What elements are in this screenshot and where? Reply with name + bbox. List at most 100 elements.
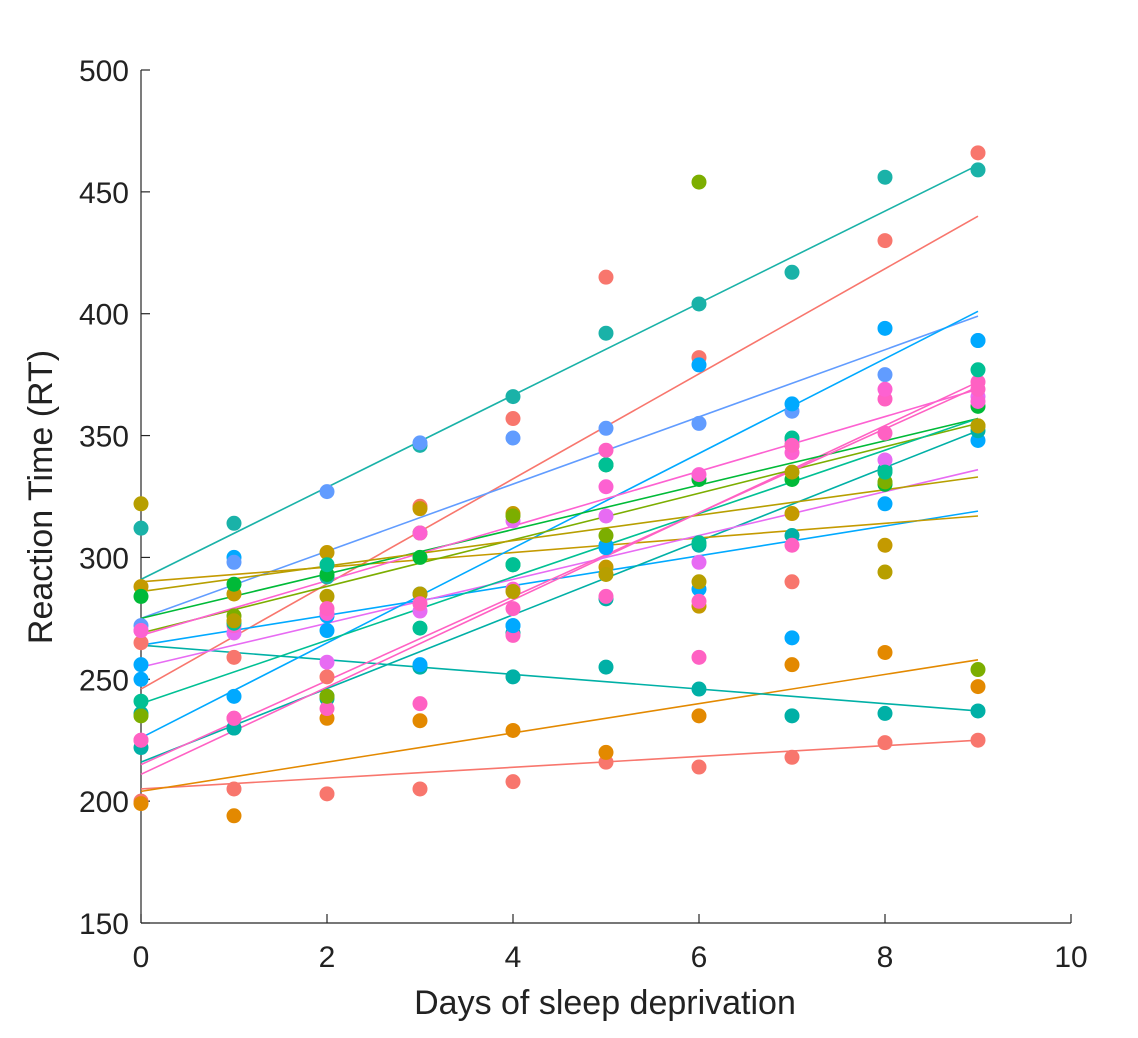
data-point xyxy=(784,464,800,480)
fit-line-12 xyxy=(140,310,979,739)
data-point xyxy=(784,506,800,522)
data-point xyxy=(505,669,521,685)
data-point xyxy=(598,508,614,524)
axes: 0 2 4 6 8 10 150 200 250 300 350 400 450 500 xyxy=(79,55,1088,974)
data-point xyxy=(319,601,335,617)
data-point xyxy=(412,435,428,451)
y-tick-label: 250 xyxy=(79,664,129,697)
data-point xyxy=(505,389,521,405)
data-point xyxy=(877,464,893,480)
data-point xyxy=(877,496,893,512)
fit-line-16 xyxy=(140,417,979,705)
data-point xyxy=(226,649,242,665)
data-point xyxy=(226,808,242,824)
data-point xyxy=(970,418,986,434)
data-point xyxy=(877,705,893,721)
data-point xyxy=(226,515,242,531)
y-tick-label: 350 xyxy=(79,421,129,454)
data-point xyxy=(226,688,242,704)
data-point xyxy=(319,701,335,717)
data-point xyxy=(598,588,614,604)
x-tick-label: 0 xyxy=(133,941,150,974)
data-point xyxy=(691,467,707,483)
data-point xyxy=(133,732,149,748)
x-tick-label: 6 xyxy=(691,941,708,974)
data-point xyxy=(691,681,707,697)
data-point xyxy=(133,708,149,724)
x-tick-label: 8 xyxy=(877,941,894,974)
data-point xyxy=(133,635,149,651)
data-point xyxy=(784,396,800,412)
data-point xyxy=(784,708,800,724)
fit-line-2 xyxy=(140,739,979,790)
fit-line-15 xyxy=(140,388,979,637)
y-axis-title: Reaction Time (RT) xyxy=(22,350,60,644)
data-point xyxy=(319,669,335,685)
data-point xyxy=(505,722,521,738)
data-point xyxy=(691,174,707,190)
fit-line-1 xyxy=(140,164,979,581)
data-point xyxy=(970,145,986,161)
data-point xyxy=(691,535,707,551)
data-point xyxy=(691,357,707,373)
data-points xyxy=(133,145,986,824)
data-point xyxy=(319,786,335,802)
data-point xyxy=(598,659,614,675)
data-point xyxy=(877,367,893,383)
data-point xyxy=(505,557,521,573)
data-point xyxy=(970,362,986,378)
y-tick-label: 200 xyxy=(79,786,129,819)
data-point xyxy=(784,264,800,280)
data-point xyxy=(691,708,707,724)
data-point xyxy=(970,732,986,748)
data-point xyxy=(133,588,149,604)
fit-line-10 xyxy=(140,381,979,776)
data-point xyxy=(133,796,149,812)
data-point xyxy=(133,496,149,512)
data-point xyxy=(412,620,428,636)
data-point xyxy=(877,644,893,660)
data-point xyxy=(970,393,986,409)
fit-line-7 xyxy=(140,429,979,763)
data-point xyxy=(598,540,614,556)
data-point xyxy=(133,657,149,673)
data-point xyxy=(226,781,242,797)
fit-line-4 xyxy=(140,215,979,690)
data-point xyxy=(598,479,614,495)
data-point xyxy=(505,430,521,446)
data-point xyxy=(412,501,428,517)
data-point xyxy=(412,596,428,612)
data-point xyxy=(877,169,893,185)
y-tick-label: 400 xyxy=(79,299,129,332)
data-point xyxy=(412,713,428,729)
data-point xyxy=(970,662,986,678)
data-point xyxy=(784,749,800,765)
data-point xyxy=(319,545,335,561)
x-tick-label: 4 xyxy=(505,941,522,974)
y-tick-label: 150 xyxy=(79,908,129,941)
data-point xyxy=(598,442,614,458)
data-point xyxy=(877,537,893,553)
data-point xyxy=(505,601,521,617)
data-point xyxy=(784,537,800,553)
data-point xyxy=(505,508,521,524)
data-point xyxy=(691,554,707,570)
data-point xyxy=(598,325,614,341)
fit-lines xyxy=(140,164,979,793)
data-point xyxy=(505,618,521,634)
data-point xyxy=(691,296,707,312)
data-point xyxy=(784,657,800,673)
data-point xyxy=(319,654,335,670)
data-point xyxy=(598,527,614,543)
data-point xyxy=(877,320,893,336)
data-point xyxy=(226,576,242,592)
fit-line-14 xyxy=(140,422,979,634)
data-point xyxy=(412,525,428,541)
data-point xyxy=(319,557,335,573)
data-point xyxy=(970,703,986,719)
data-point xyxy=(691,574,707,590)
fit-line-6 xyxy=(140,644,979,712)
data-point xyxy=(598,744,614,760)
data-point xyxy=(133,671,149,687)
data-point xyxy=(505,584,521,600)
